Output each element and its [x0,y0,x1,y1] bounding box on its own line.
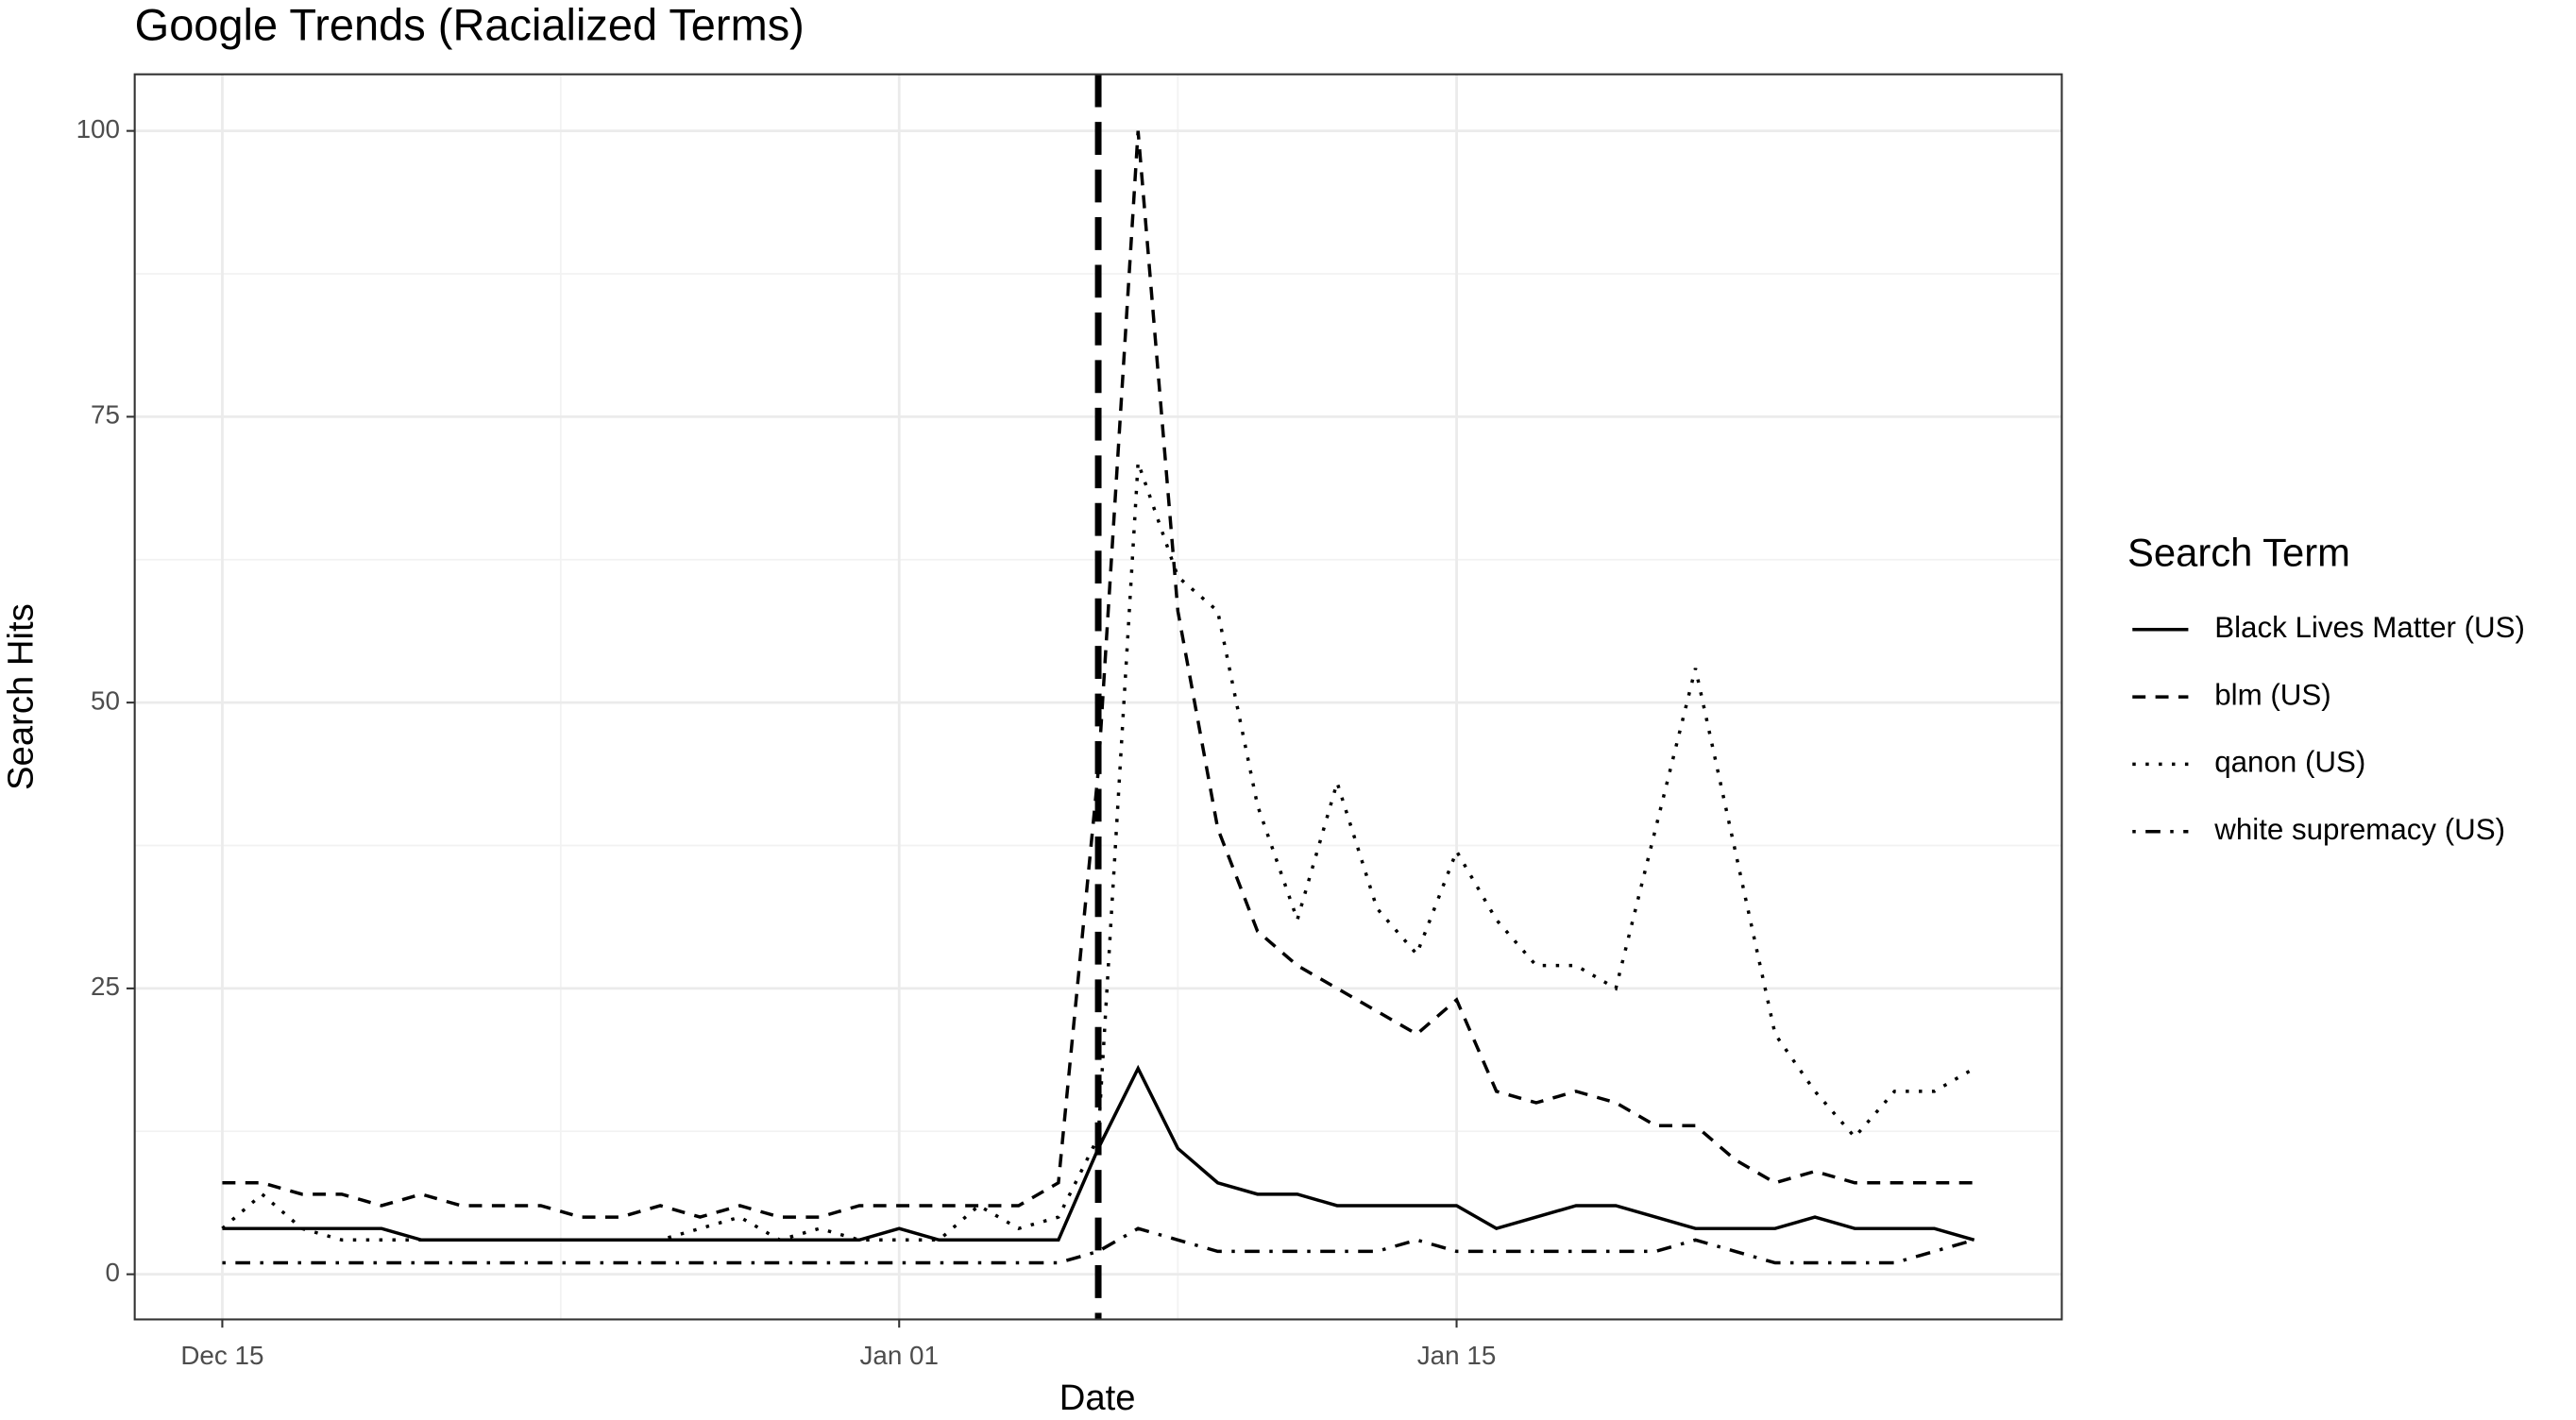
panel-border [133,73,2063,1321]
chart-title: Google Trends (Racialized Terms) [135,0,805,49]
y-tick-label: 100 [76,114,120,144]
x-tick-label: Jan 01 [859,1341,939,1370]
legend-label: qanon (US) [2214,746,2365,779]
legend-label: Black Lives Matter (US) [2214,611,2525,644]
x-tick-label: Dec 15 [180,1341,263,1370]
x-axis-title: Date [1059,1378,1136,1418]
y-tick-label: 0 [106,1258,120,1287]
y-tick-label: 25 [91,972,120,1001]
legend-label: white supremacy (US) [2213,813,2505,846]
legend-title: Search Term [2127,530,2350,574]
y-tick-label: 50 [91,685,120,715]
legend-label: blm (US) [2214,678,2330,711]
series-line [222,1226,1975,1265]
y-tick-label: 75 [91,400,120,430]
x-tick-label: Jan 15 [1417,1341,1497,1370]
marks [221,74,1975,1320]
legend: Black Lives Matter (US) blm (US) qanon (US… [2132,611,2525,846]
y-axis-title: Search Hits [0,603,41,790]
